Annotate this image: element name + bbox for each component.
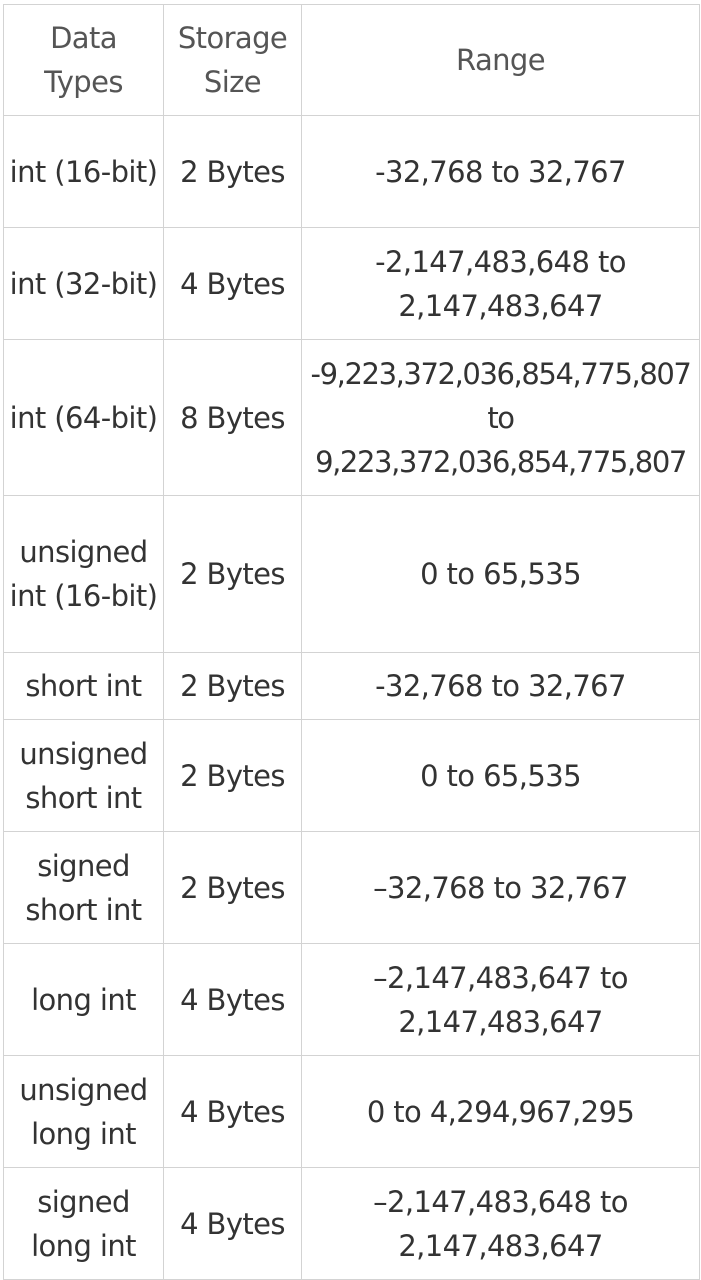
cell-range: -32,768 to 32,767 xyxy=(301,115,700,228)
table-row: unsigned int (16-bit) 2 Bytes 0 to 65,53… xyxy=(3,495,700,653)
cell-range: -9,223,372,036,854,775,807 to 9,223,372,… xyxy=(301,339,700,496)
table-row: unsigned short int 2 Bytes 0 to 65,535 xyxy=(3,719,700,832)
cell-storage-size: 2 Bytes xyxy=(163,831,302,944)
cell-range: 0 to 65,535 xyxy=(301,719,700,832)
cell-storage-size: 4 Bytes xyxy=(163,227,302,340)
table-row: long int 4 Bytes –2,147,483,647 to 2,147… xyxy=(3,943,700,1056)
data-types-table-container: Data Types Storage Size Range int (16-bi… xyxy=(3,4,700,1280)
cell-storage-size: 8 Bytes xyxy=(163,339,302,496)
cell-storage-size: 2 Bytes xyxy=(163,495,302,653)
cell-range: 0 to 4,294,967,295 xyxy=(301,1055,700,1168)
cell-data-type: unsigned long int xyxy=(3,1055,164,1168)
cell-data-type: unsigned short int xyxy=(3,719,164,832)
data-types-table: Data Types Storage Size Range int (16-bi… xyxy=(3,4,700,1280)
cell-data-type: long int xyxy=(3,943,164,1056)
cell-storage-size: 2 Bytes xyxy=(163,115,302,228)
header-data-types: Data Types xyxy=(3,4,164,116)
table-row: int (64-bit) 8 Bytes -9,223,372,036,854,… xyxy=(3,339,700,496)
cell-storage-size: 2 Bytes xyxy=(163,719,302,832)
table-row: signed short int 2 Bytes –32,768 to 32,7… xyxy=(3,831,700,944)
cell-data-type: int (32-bit) xyxy=(3,227,164,340)
cell-data-type: signed short int xyxy=(3,831,164,944)
cell-data-type: int (16-bit) xyxy=(3,115,164,228)
header-row: Data Types Storage Size Range xyxy=(3,4,700,116)
table-row: int (32-bit) 4 Bytes -2,147,483,648 to 2… xyxy=(3,227,700,340)
table-row: short int 2 Bytes -32,768 to 32,767 xyxy=(3,652,700,720)
cell-data-type: short int xyxy=(3,652,164,720)
cell-data-type: signed long int xyxy=(3,1167,164,1280)
table-row: int (16-bit) 2 Bytes -32,768 to 32,767 xyxy=(3,115,700,228)
cell-range: –2,147,483,647 to 2,147,483,647 xyxy=(301,943,700,1056)
header-storage-size: Storage Size xyxy=(163,4,302,116)
cell-range: –2,147,483,648 to 2,147,483,647 xyxy=(301,1167,700,1280)
cell-data-type: int (64-bit) xyxy=(3,339,164,496)
header-range: Range xyxy=(301,4,700,116)
cell-storage-size: 2 Bytes xyxy=(163,652,302,720)
cell-range: 0 to 65,535 xyxy=(301,495,700,653)
cell-range: –32,768 to 32,767 xyxy=(301,831,700,944)
cell-storage-size: 4 Bytes xyxy=(163,1055,302,1168)
table-row: unsigned long int 4 Bytes 0 to 4,294,967… xyxy=(3,1055,700,1168)
cell-storage-size: 4 Bytes xyxy=(163,943,302,1056)
table-row: signed long int 4 Bytes –2,147,483,648 t… xyxy=(3,1167,700,1280)
cell-range: -32,768 to 32,767 xyxy=(301,652,700,720)
cell-storage-size: 4 Bytes xyxy=(163,1167,302,1280)
cell-data-type: unsigned int (16-bit) xyxy=(3,495,164,653)
cell-range: -2,147,483,648 to 2,147,483,647 xyxy=(301,227,700,340)
